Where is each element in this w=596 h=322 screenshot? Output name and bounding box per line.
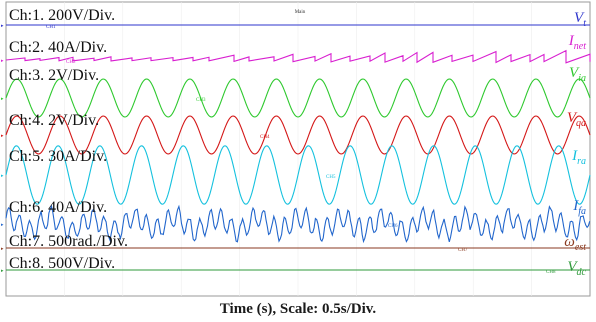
channel-tag-ch2: CH2 [66,60,76,65]
ground-marker-ch7: ▸ [1,247,4,252]
trace-ch5 [5,145,591,205]
signal-label-ch7: ωest [564,234,586,253]
channel-label-ch2: Ch:2. 40A/Div. [9,39,107,56]
oscilloscope-plot: ▸ CH1 ▸ CH2 ▸ CH3 ▸ CH4 ▸ CH5 ▸ CH6 ▸ CH7 ▸ CH8 Ch:1. 2… [1,1,591,297]
signal-label-ch2: Inet [568,33,586,52]
trace-ch3 [5,78,591,118]
ground-marker-ch4: ▸ [1,134,4,139]
top-marker: Main [295,10,306,15]
signal-labels: Vt Inet Via Vqa Ira Ifa ωest Vdc [564,10,586,278]
channel-label-ch5: Ch:5. 30A/Div. [9,148,107,165]
channel-tag-ch8: CH8 [546,270,556,275]
ground-marker-ch8: ▸ [1,269,4,274]
channel-tag-ch7: CH7 [458,248,468,253]
ground-marker-ch2: ▸ [1,59,4,64]
ground-marker-ch6: ▸ [1,223,4,228]
signal-label-ch1: Vt [574,10,586,29]
channel-label-ch7: Ch:7. 500rad./Div. [9,233,128,250]
trace-ch6 [5,204,591,244]
channel-tag-ch4: CH4 [260,135,270,140]
channel-tag-ch3: CH3 [196,98,206,103]
ground-marker-ch3: ▸ [1,97,4,102]
channel-tag-ch5: CH5 [326,175,336,180]
channel-tag-ch1: CH1 [46,25,56,30]
grid [64,2,532,296]
signal-label-ch4: Vqa [567,110,586,129]
signal-label-ch3: Via [569,65,586,84]
trace-ch4 [5,115,591,155]
channel-label-ch1: Ch:1. 200V/Div. [9,7,115,24]
ground-marker-ch5: ▸ [1,174,4,179]
channel-label-ch6: Ch:6. 40A/Div. [9,199,107,216]
signal-label-ch8: Vdc [567,259,586,278]
channel-label-ch3: Ch:3. 2V/Div. [9,67,99,84]
signal-label-ch5: Ira [571,148,586,167]
trace-ch2 [5,49,591,64]
channel-label-ch8: Ch:8. 500V/Div. [9,255,115,272]
channel-label-ch4: Ch:4. 2V/Div. [9,112,99,129]
channel-tag-ch6: CH6 [388,224,398,229]
traces: ▸ CH1 ▸ CH2 ▸ CH3 ▸ CH4 ▸ CH5 ▸ CH6 ▸ CH7 ▸ CH8 [1,24,591,275]
ground-marker-ch1: ▸ [1,24,4,29]
x-axis-label: Time (s), Scale: 0.5s/Div. [219,301,377,317]
signal-label-ch6: Ifa [572,198,586,217]
channel-labels: Ch:1. 200V/Div. Ch:2. 40A/Div. Ch:3. 2V/Di… [9,7,128,272]
